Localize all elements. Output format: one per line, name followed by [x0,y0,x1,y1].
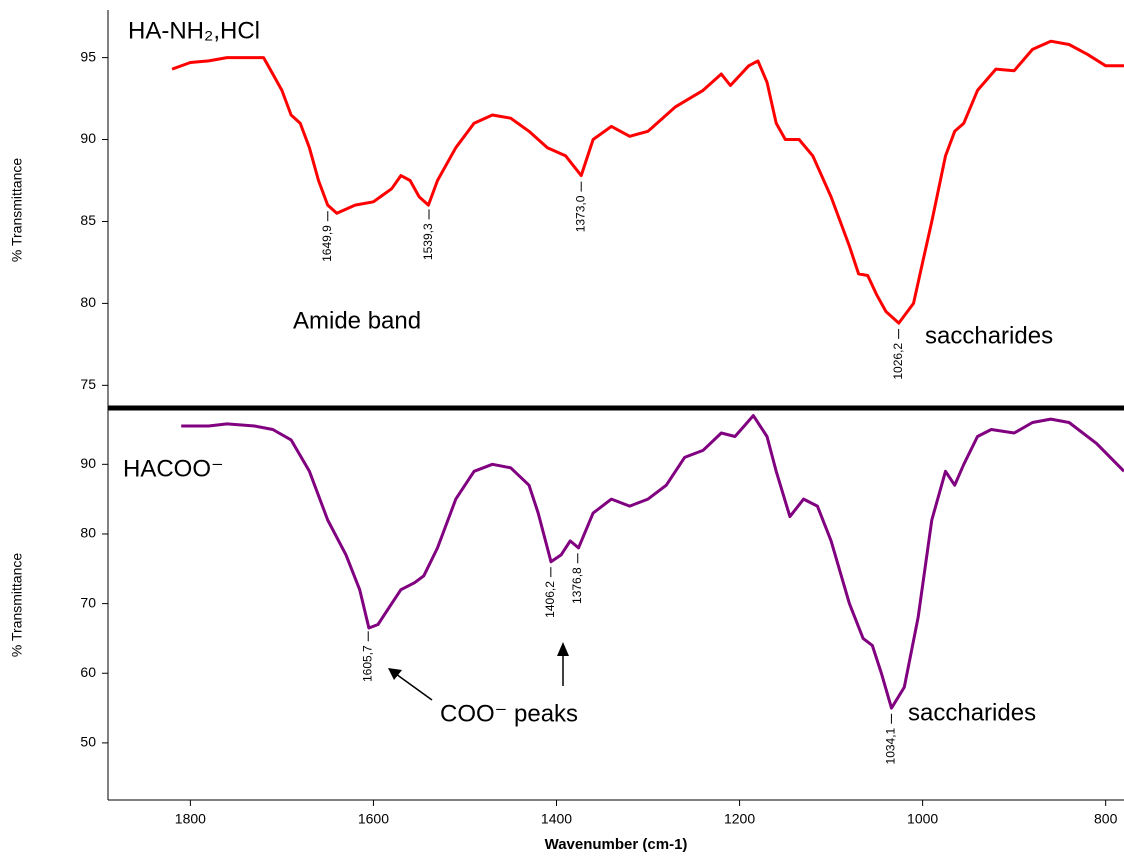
y-tick-label: 70 [80,594,96,610]
y-tick-label: 95 [80,48,96,64]
spectrum-line [181,414,1124,710]
y-tick-label: 80 [80,294,96,310]
arrow-head [557,642,569,656]
spectrum-line [171,39,1124,325]
y-tick-label: 80 [80,525,96,541]
peak-label: 1605,7 [360,645,374,682]
x-tick-label: 1400 [541,811,572,827]
arrow-head [388,668,402,680]
panel-title: HA-NH₂,HCl [128,17,260,44]
arrow [395,673,433,701]
peak-label: 1026,2 [891,343,905,380]
annotation: saccharides [908,699,1036,726]
x-axis-label: Wavenumber (cm-1) [545,836,688,853]
peak-label: 1373,0 [573,195,587,232]
y-tick-label: 85 [80,212,96,228]
x-tick-label: 1800 [175,811,206,827]
x-tick-label: 1200 [724,811,755,827]
y-axis-label: % Transmittance [9,158,25,262]
peak-label: 1376,8 [570,567,584,604]
annotation: Amide band [293,307,421,334]
panel-title: HACOO⁻ [123,455,224,482]
peak-label: 1649,9 [320,225,334,262]
y-tick-label: 60 [80,664,96,680]
annotation: COO⁻ peaks [440,700,578,727]
y-axis-label: % Transmittance [9,553,25,657]
x-tick-label: 1600 [358,811,389,827]
x-tick-label: 800 [1094,811,1118,827]
peak-label: 1539,3 [421,223,435,260]
annotation: saccharides [925,322,1053,349]
y-tick-label: 50 [80,734,96,750]
y-tick-label: 90 [80,130,96,146]
peak-label: 1034,1 [884,727,898,764]
peak-label: 1406,2 [543,581,557,618]
x-tick-label: 1000 [907,811,938,827]
y-tick-label: 90 [80,455,96,471]
y-tick-label: 75 [80,376,96,392]
